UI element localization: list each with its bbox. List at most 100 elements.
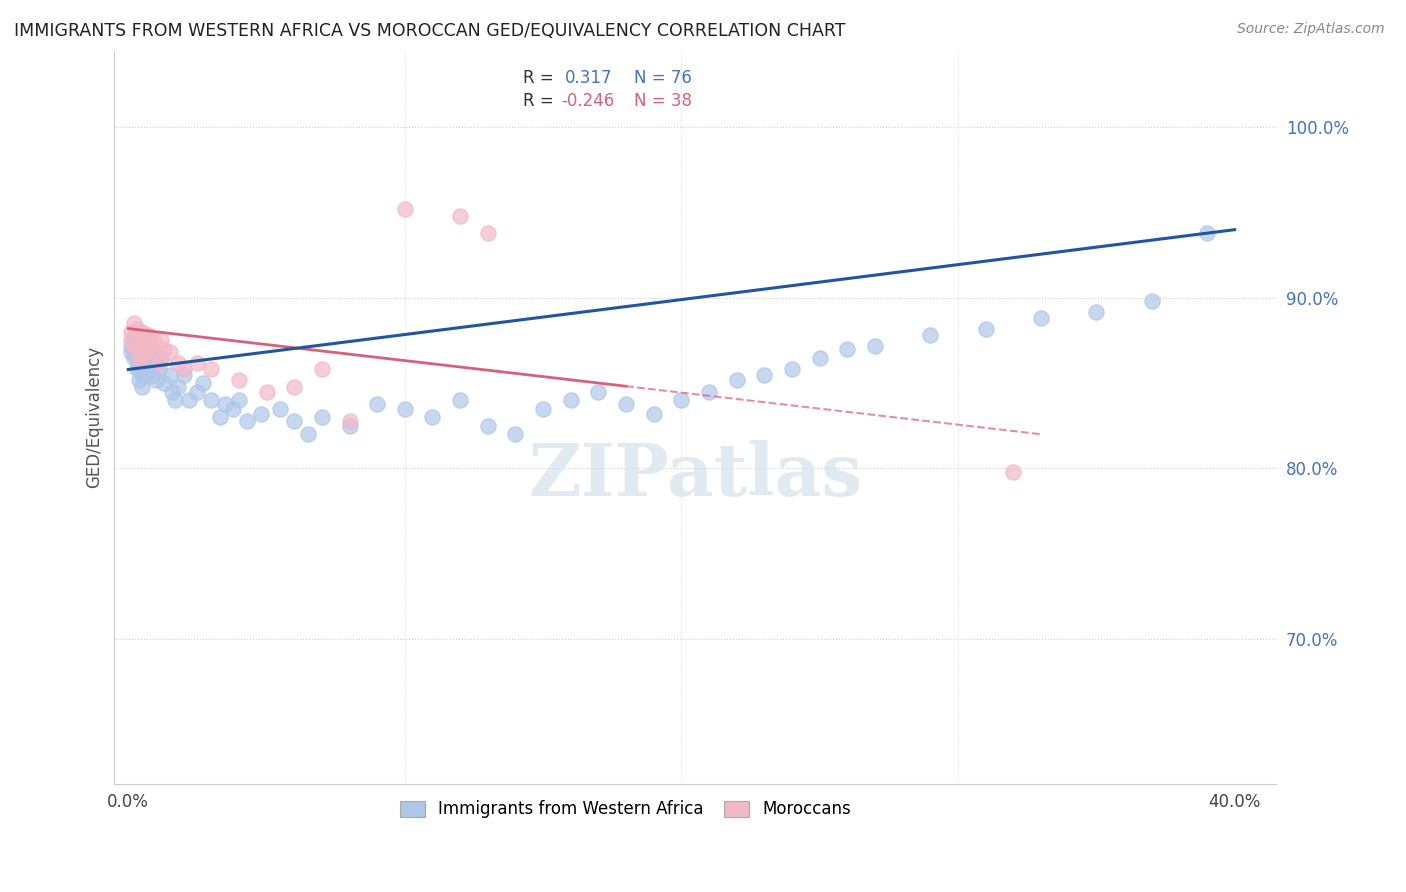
- Point: [531, 401, 554, 416]
- Point: [1029, 311, 1052, 326]
- Point: [214, 396, 236, 410]
- Point: [505, 427, 527, 442]
- Point: [128, 362, 150, 376]
- Point: [128, 328, 150, 343]
- Point: [297, 427, 319, 442]
- Point: [128, 338, 150, 352]
- Point: [159, 345, 181, 359]
- Point: [250, 407, 273, 421]
- Point: [228, 393, 250, 408]
- Point: [477, 226, 499, 240]
- Point: [122, 328, 145, 343]
- Point: [167, 379, 190, 393]
- Point: [120, 345, 142, 359]
- Point: [125, 362, 148, 376]
- Point: [122, 334, 145, 348]
- Point: [122, 317, 145, 331]
- Point: [120, 325, 142, 339]
- Point: [200, 362, 222, 376]
- Point: [269, 401, 291, 416]
- Point: [150, 351, 173, 365]
- Point: [173, 362, 195, 376]
- Point: [153, 342, 176, 356]
- Point: [122, 342, 145, 356]
- Point: [167, 356, 190, 370]
- Point: [186, 356, 208, 370]
- Point: [808, 351, 831, 365]
- Point: [1140, 294, 1163, 309]
- Text: R =: R =: [523, 93, 554, 111]
- Point: [311, 362, 333, 376]
- Point: [136, 342, 159, 356]
- Text: 0.317: 0.317: [565, 69, 613, 87]
- Point: [142, 334, 165, 348]
- Text: ZIPatlas: ZIPatlas: [529, 441, 862, 511]
- Point: [134, 334, 156, 348]
- Point: [136, 351, 159, 365]
- Point: [449, 209, 471, 223]
- Point: [974, 321, 997, 335]
- Point: [208, 410, 231, 425]
- Text: R =: R =: [523, 69, 554, 87]
- Point: [1002, 465, 1025, 479]
- Point: [477, 418, 499, 433]
- Point: [200, 393, 222, 408]
- Point: [136, 334, 159, 348]
- Point: [120, 338, 142, 352]
- Point: [283, 379, 305, 393]
- Point: [131, 325, 153, 339]
- Point: [366, 396, 388, 410]
- Point: [131, 342, 153, 356]
- Text: N = 76: N = 76: [634, 69, 692, 87]
- Point: [920, 328, 942, 343]
- Point: [311, 410, 333, 425]
- Point: [863, 338, 886, 352]
- Point: [394, 401, 416, 416]
- Point: [173, 368, 195, 382]
- Point: [120, 334, 142, 348]
- Point: [837, 342, 859, 356]
- Point: [145, 373, 167, 387]
- Point: [339, 418, 361, 433]
- Point: [125, 351, 148, 365]
- Point: [283, 414, 305, 428]
- Point: [671, 393, 693, 408]
- Point: [134, 345, 156, 359]
- Point: [780, 362, 803, 376]
- Point: [131, 368, 153, 382]
- Point: [128, 373, 150, 387]
- Point: [186, 384, 208, 399]
- Point: [131, 356, 153, 370]
- Point: [148, 362, 170, 376]
- Point: [177, 393, 200, 408]
- Point: [643, 407, 665, 421]
- Point: [145, 345, 167, 359]
- Point: [159, 368, 181, 382]
- Point: [125, 321, 148, 335]
- Text: N = 38: N = 38: [634, 93, 692, 111]
- Point: [339, 414, 361, 428]
- Point: [139, 338, 162, 352]
- Point: [128, 354, 150, 368]
- Point: [128, 351, 150, 365]
- Point: [142, 351, 165, 365]
- Point: [422, 410, 444, 425]
- Point: [131, 379, 153, 393]
- Point: [256, 384, 278, 399]
- Point: [725, 373, 748, 387]
- Point: [162, 384, 184, 399]
- Point: [125, 338, 148, 352]
- Point: [131, 351, 153, 365]
- Text: IMMIGRANTS FROM WESTERN AFRICA VS MOROCCAN GED/EQUIVALENCY CORRELATION CHART: IMMIGRANTS FROM WESTERN AFRICA VS MOROCC…: [14, 22, 845, 40]
- Text: Source: ZipAtlas.com: Source: ZipAtlas.com: [1237, 22, 1385, 37]
- Point: [588, 384, 610, 399]
- Point: [560, 393, 582, 408]
- Point: [122, 338, 145, 352]
- Point: [191, 376, 214, 390]
- Point: [134, 356, 156, 370]
- Point: [153, 376, 176, 390]
- Point: [142, 368, 165, 382]
- Point: [614, 396, 637, 410]
- Point: [148, 356, 170, 370]
- Legend: Immigrants from Western Africa, Moroccans: Immigrants from Western Africa, Moroccan…: [392, 792, 859, 827]
